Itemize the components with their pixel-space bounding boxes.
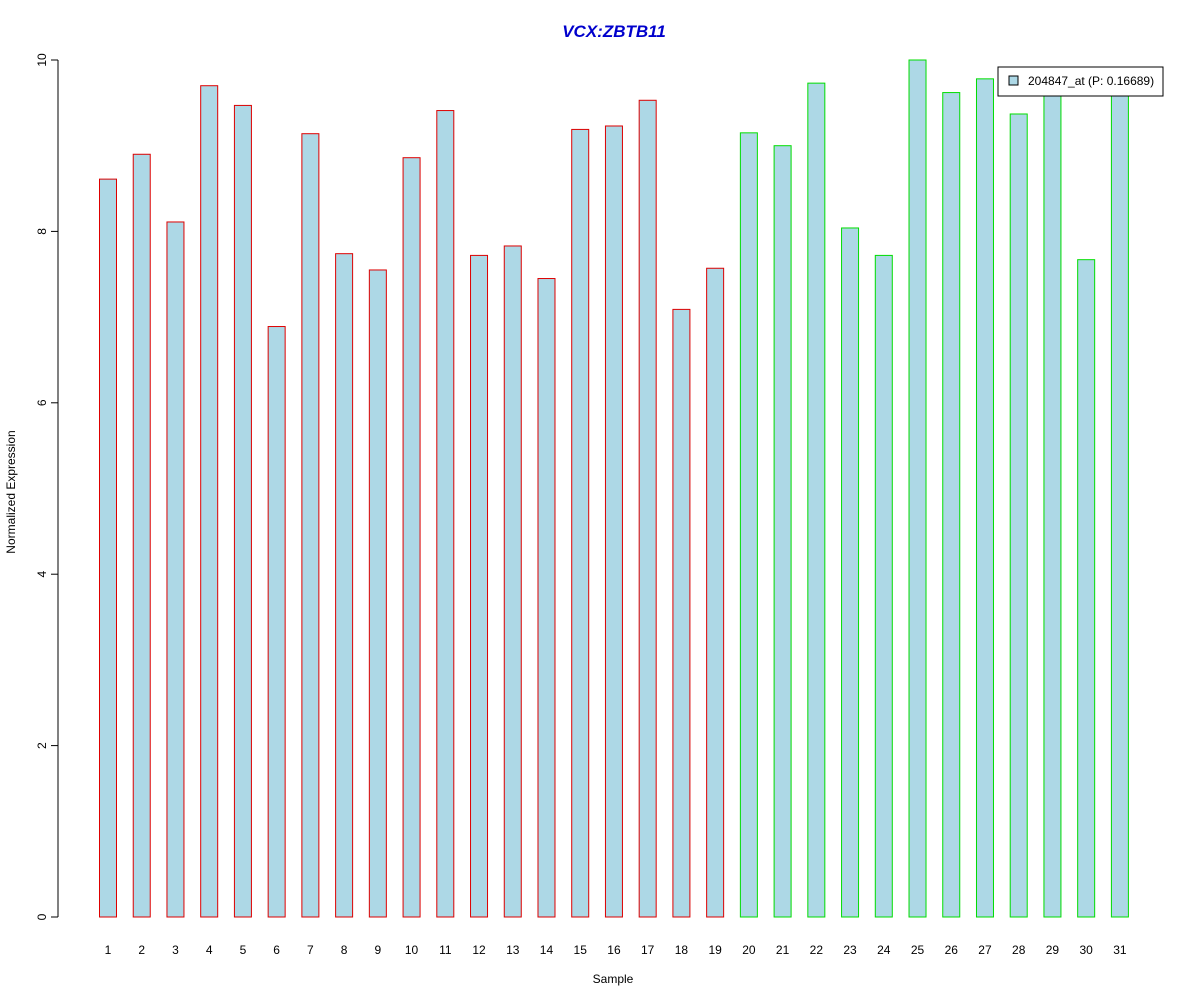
x-tick-label: 20 bbox=[742, 943, 756, 957]
y-axis: 0 2 4 6 8 10 bbox=[35, 53, 59, 920]
x-tick-label: 7 bbox=[307, 943, 314, 957]
x-tick-label: 22 bbox=[810, 943, 824, 957]
x-tick-labels: 1 2 3 4 5 6 7 8 9 10 11 12 13 14 15 16 17 18 19 20 21 22 23 24 2… bbox=[105, 943, 1127, 957]
x-tick-label: 9 bbox=[374, 943, 381, 957]
x-tick-label: 5 bbox=[240, 943, 247, 957]
legend-box bbox=[997, 66, 1164, 97]
x-tick-label: 17 bbox=[641, 943, 655, 957]
bar bbox=[301, 133, 320, 918]
bar bbox=[908, 59, 927, 918]
x-tick-label: 8 bbox=[341, 943, 348, 957]
bar bbox=[402, 157, 421, 918]
x-tick-label: 24 bbox=[877, 943, 891, 957]
y-tick-label: 10 bbox=[35, 53, 49, 67]
bar bbox=[604, 125, 623, 918]
bar bbox=[672, 308, 691, 918]
x-tick-label: 25 bbox=[911, 943, 925, 957]
x-tick-label: 29 bbox=[1046, 943, 1060, 957]
x-tick-label: 23 bbox=[843, 943, 857, 957]
x-tick-label: 10 bbox=[405, 943, 419, 957]
y-tick-label: 6 bbox=[35, 399, 49, 406]
x-tick-label: 2 bbox=[138, 943, 145, 957]
y-tick-label: 2 bbox=[35, 742, 49, 749]
bar bbox=[166, 221, 185, 918]
bar bbox=[436, 110, 455, 918]
bar bbox=[841, 227, 860, 918]
bar bbox=[537, 278, 556, 918]
bar bbox=[975, 78, 994, 918]
bar bbox=[267, 326, 286, 918]
bar bbox=[368, 269, 387, 918]
bars bbox=[99, 59, 1129, 918]
bar bbox=[638, 99, 657, 918]
bar bbox=[200, 85, 219, 918]
bar bbox=[1110, 92, 1129, 918]
y-tick-label: 0 bbox=[35, 913, 49, 920]
x-tick-label: 16 bbox=[607, 943, 621, 957]
bar bbox=[807, 82, 826, 918]
bar bbox=[571, 128, 590, 918]
bar bbox=[1077, 259, 1096, 918]
x-tick-label: 30 bbox=[1079, 943, 1093, 957]
x-axis-label: Sample bbox=[593, 972, 634, 986]
y-tick-label: 8 bbox=[35, 228, 49, 235]
bar bbox=[739, 132, 758, 918]
bar bbox=[132, 153, 151, 918]
x-tick-label: 27 bbox=[978, 943, 992, 957]
chart-title: VCX:ZBTB11 bbox=[562, 22, 666, 41]
x-tick-label: 4 bbox=[206, 943, 213, 957]
x-tick-label: 18 bbox=[675, 943, 689, 957]
x-tick-label: 12 bbox=[472, 943, 486, 957]
x-tick-label: 1 bbox=[105, 943, 112, 957]
x-tick-label: 14 bbox=[540, 943, 554, 957]
x-tick-label: 31 bbox=[1113, 943, 1127, 957]
bar bbox=[1043, 93, 1062, 918]
y-tick-label: 4 bbox=[35, 571, 49, 578]
bar bbox=[773, 145, 792, 918]
x-tick-label: 6 bbox=[273, 943, 280, 957]
bar bbox=[503, 245, 522, 918]
x-tick-label: 26 bbox=[945, 943, 959, 957]
legend: 204847_at (P: 0.16689) bbox=[997, 66, 1164, 97]
x-tick-label: 11 bbox=[439, 943, 452, 957]
bar bbox=[233, 104, 252, 918]
bar bbox=[1009, 113, 1028, 918]
bar bbox=[874, 254, 893, 918]
bar bbox=[706, 267, 725, 918]
y-axis-label: Normalized Expression bbox=[4, 430, 18, 553]
x-tick-label: 19 bbox=[708, 943, 722, 957]
x-tick-label: 15 bbox=[574, 943, 588, 957]
x-tick-label: 21 bbox=[776, 943, 790, 957]
x-tick-label: 13 bbox=[506, 943, 520, 957]
legend-swatch bbox=[1008, 75, 1019, 86]
x-tick-label: 28 bbox=[1012, 943, 1026, 957]
bar bbox=[470, 254, 489, 918]
bar bbox=[99, 178, 117, 918]
bar bbox=[335, 253, 354, 918]
x-tick-label: 3 bbox=[172, 943, 179, 957]
legend-label: 204847_at (P: 0.16689) bbox=[1028, 74, 1154, 88]
bar bbox=[942, 92, 961, 918]
